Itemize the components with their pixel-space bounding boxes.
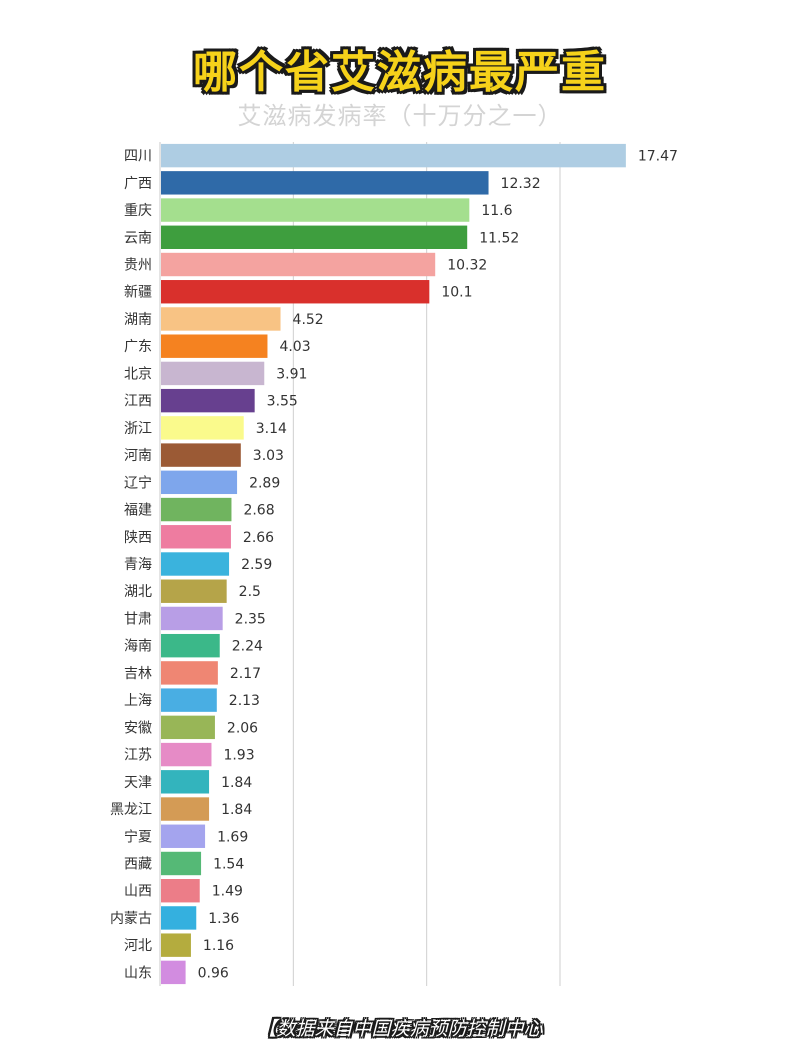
category-label: 河北 [124,938,152,954]
value-label: 3.03 [253,448,284,464]
bar [161,280,430,304]
value-label: 2.59 [241,557,272,573]
value-label: 1.69 [217,829,248,845]
bar [161,960,186,985]
category-label: 新疆 [124,285,152,301]
chart-subtitle: 艾滋病发病率（十万分之一） [237,102,563,130]
bar [161,143,626,168]
value-label: 3.91 [276,366,307,382]
category-label: 重庆 [124,203,152,219]
value-label: 1.49 [212,884,243,900]
category-label: 福建 [124,503,152,519]
data-source-note: 【数据来自中国疾病预防控制中心 [257,1018,543,1040]
bar [161,361,265,386]
category-label: 海南 [124,639,152,655]
value-label: 1.84 [221,775,252,791]
bar [161,661,218,685]
category-label: 甘肃 [124,611,152,627]
bar [161,633,220,658]
value-label: 2.17 [230,666,261,682]
value-label: 1.36 [208,911,239,927]
bar [161,933,191,957]
value-label: 2.13 [229,693,260,709]
value-label: 2.24 [232,639,263,655]
value-label: 2.5 [239,584,261,600]
bar [161,552,230,576]
bar [161,443,241,467]
bar [161,334,268,358]
category-label: 黑龙江 [110,802,152,818]
value-label: 2.66 [243,530,274,546]
value-label: 10.32 [447,258,487,274]
value-label: 2.06 [227,720,258,736]
category-label: 内蒙古 [110,911,152,927]
value-label: 1.84 [221,802,252,818]
value-label: 0.96 [198,965,229,981]
bar [161,497,232,522]
value-label: 11.6 [481,203,512,219]
value-label: 2.89 [249,475,280,491]
category-label: 湖北 [124,584,152,600]
category-label: 西藏 [124,856,152,872]
value-label: 1.93 [223,748,254,764]
category-label: 山东 [124,965,152,981]
category-label: 湖南 [124,312,152,328]
value-label: 2.35 [235,611,266,627]
category-label: 青海 [124,557,152,573]
bar [161,688,217,712]
category-label: 陕西 [124,530,152,546]
value-label: 11.52 [479,230,519,246]
category-label: 吉林 [124,666,152,682]
value-label: 1.54 [213,856,244,872]
bar [161,906,197,930]
value-label: 4.52 [293,312,324,328]
value-label: 17.47 [638,149,678,165]
value-label: 1.16 [203,938,234,954]
category-label: 宁夏 [124,828,152,845]
chart-title: 哪个省艾滋病最严重 [193,47,607,98]
category-label: 辽宁 [124,474,152,491]
bar [161,225,468,249]
bar [161,198,470,222]
category-label: 贵州 [124,258,152,274]
value-label: 2.68 [243,503,274,519]
bar [161,879,200,903]
bar [161,715,215,740]
category-label: 江苏 [124,748,152,764]
bar-chart: 四川 17.47 广西 12.32 重庆 11.6 云南 11.52 贵州 10.32 新疆 10.1… [110,142,678,986]
category-label: 浙江 [124,421,152,437]
category-label: 上海 [124,693,152,709]
bar [161,851,202,876]
bar [161,171,489,195]
category-label: 北京 [124,366,152,382]
bar [161,252,436,277]
category-label: 安徽 [124,720,152,736]
bar [161,307,281,331]
category-label: 河南 [124,448,152,464]
value-label: 3.14 [256,421,287,437]
category-label: 四川 [124,149,152,165]
category-label: 广西 [124,176,152,192]
category-label: 广东 [124,339,152,355]
category-label: 山西 [124,884,152,900]
bar [161,797,210,821]
bar [161,470,238,495]
bar [161,579,227,603]
value-label: 3.55 [267,394,298,410]
bar [161,824,206,848]
category-label: 云南 [124,230,152,246]
value-label: 4.03 [279,339,310,355]
bar [161,525,231,549]
bar [161,416,244,440]
value-label: 10.1 [441,285,472,301]
bar [161,742,212,767]
bar [161,388,255,413]
value-label: 12.32 [501,176,541,192]
bar [161,606,223,631]
bar [161,770,210,794]
category-label: 天津 [124,775,152,791]
category-label: 江西 [124,394,152,410]
